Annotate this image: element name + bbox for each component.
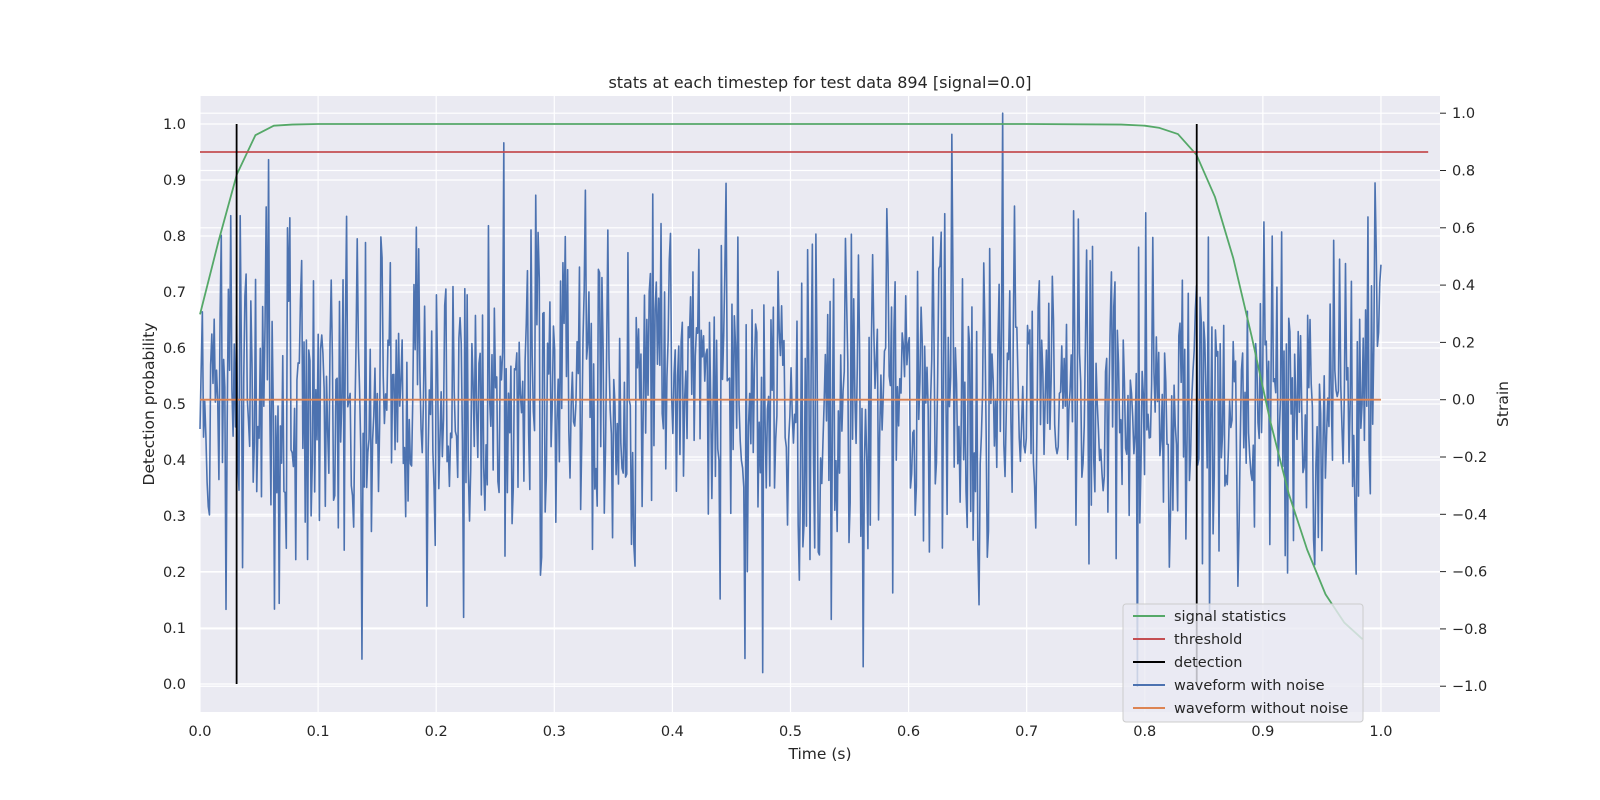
y-tick-label: 0.5	[163, 397, 186, 413]
x-tick-label: 0.9	[1251, 724, 1274, 740]
legend-label-signal-statistics: signal statistics	[1174, 609, 1286, 625]
y-tick-label: 0.0	[163, 677, 186, 693]
right-y-tick-label: 0.6	[1452, 221, 1475, 237]
right-y-tick-label: 0.8	[1452, 163, 1475, 179]
legend-label-waveform-with-noise: waveform with noise	[1174, 678, 1325, 694]
right-y-tick-label: 0.0	[1452, 393, 1475, 409]
x-axis-title: Time (s)	[787, 745, 851, 763]
x-tick-label: 0.3	[543, 724, 566, 740]
x-axis-ticks: 0.0 0.1 0.2 0.3 0.4 0.5 0.6 0.7 0.8 0.9 1.0	[188, 724, 1392, 740]
y-tick-label: 0.3	[163, 509, 186, 525]
y-tick-label: 0.2	[163, 565, 186, 581]
legend-label-detection: detection	[1174, 655, 1242, 671]
x-tick-label: 0.7	[1015, 724, 1038, 740]
right-y-tick-label: −1.0	[1452, 679, 1487, 695]
x-tick-label: 1.0	[1369, 724, 1392, 740]
y-axis-title: Detection probability	[140, 323, 158, 486]
x-tick-label: 0.8	[1133, 724, 1156, 740]
right-y-axis-ticks: −1.0 −0.8 −0.6 −0.4 −0.2 0.0 0.2 0.4 0.6 0.8 1.0	[1440, 106, 1487, 695]
legend-label-waveform-without-noise: waveform without noise	[1174, 701, 1348, 717]
y-tick-label: 0.7	[163, 285, 186, 301]
legend-box	[1122, 603, 1364, 723]
y-tick-label: 0.9	[163, 173, 186, 189]
right-y-tick-label: 1.0	[1452, 106, 1475, 122]
chart-title: stats at each timestep for test data 894…	[608, 73, 1031, 92]
legend-label-threshold: threshold	[1174, 632, 1242, 648]
x-tick-label: 0.0	[188, 724, 211, 740]
x-tick-label: 0.5	[779, 724, 802, 740]
y-tick-label: 0.6	[163, 341, 186, 357]
right-y-tick-label: −0.4	[1452, 507, 1487, 523]
right-y-tick-label: −0.2	[1452, 450, 1487, 466]
y-tick-label: 0.4	[163, 453, 186, 469]
right-y-axis-title: Strain	[1494, 381, 1512, 427]
right-y-tick-label: −0.8	[1452, 622, 1487, 638]
series-waveform-with-noise	[199, 112, 1382, 688]
right-y-tick-label: 0.4	[1452, 278, 1475, 294]
y-tick-label: 0.8	[163, 229, 186, 245]
right-y-tick-label: −0.6	[1452, 565, 1487, 581]
series-signal-statistics	[199, 123, 1364, 640]
series-layer	[199, 112, 1429, 688]
y-tick-label: 1.0	[163, 117, 186, 133]
y-axis-ticks: 0.0 0.1 0.2 0.3 0.4 0.5 0.6 0.7 0.8 0.9 1.0	[163, 117, 186, 693]
legend: signal statistics threshold detection wa…	[1122, 603, 1364, 723]
x-tick-label: 0.4	[661, 724, 684, 740]
y-tick-label: 0.1	[163, 621, 186, 637]
right-y-tick-label: 0.2	[1452, 335, 1475, 351]
x-tick-label: 0.1	[307, 724, 330, 740]
x-tick-label: 0.2	[425, 724, 448, 740]
x-tick-label: 0.6	[897, 724, 920, 740]
